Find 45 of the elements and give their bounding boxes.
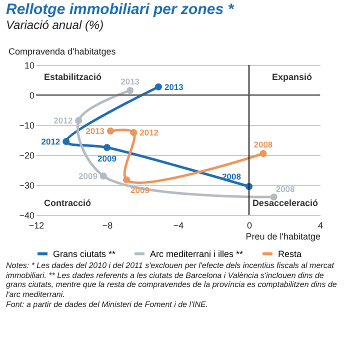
legend-label: Resta bbox=[278, 248, 302, 259]
point bbox=[122, 176, 130, 184]
annotation: 2012 bbox=[140, 128, 159, 138]
text: Font: a partir de dades del Ministeri de Foment i de l'INE. bbox=[6, 300, 210, 310]
legend-label: Grans ciutats ** bbox=[53, 248, 116, 259]
y-tick-label: −10 bbox=[19, 120, 34, 130]
y-tick-label: 0 bbox=[29, 90, 34, 100]
y-tick-label: 10 bbox=[24, 60, 34, 70]
point bbox=[130, 128, 138, 136]
annotation: 2012 bbox=[41, 136, 60, 146]
x-tick-label: 4 bbox=[318, 220, 324, 230]
annotation: 2012 bbox=[54, 116, 73, 126]
x-tick-label: 0 bbox=[246, 220, 252, 230]
annotation: Expansió bbox=[272, 72, 312, 82]
annotation: Contracció bbox=[44, 198, 92, 208]
legend-label: Arc mediterrani i illes ** bbox=[150, 248, 244, 259]
annotation: Estabilització bbox=[44, 72, 102, 82]
x-tick-label: −8 bbox=[102, 220, 113, 230]
x-tick-label: −12 bbox=[28, 220, 44, 230]
annotation: 2008 bbox=[254, 140, 273, 150]
y-tick-label: −40 bbox=[19, 210, 34, 220]
annotation: Desacceleració bbox=[252, 198, 318, 208]
annotation: 2013 bbox=[164, 82, 184, 92]
annotation: 2008 bbox=[276, 184, 296, 194]
text: Notes: * Les dades del 2010 i del 2011 s'exclouen per l'efecte dels incentius fiscals al mercat immobiliari. ** Les dades referents a les ciutats de Barcelona i València s'inclouen dins de grans ciutats, mentre que la resta de compravendes de la província es comptabilitzen dins de l'arc mediterrani. bbox=[6, 261, 338, 300]
x-tick-label: −4 bbox=[173, 220, 184, 230]
point bbox=[260, 150, 267, 158]
y-tick-label: −30 bbox=[19, 180, 34, 190]
annotation: 2013 bbox=[120, 76, 140, 86]
chart-title: Rellotge immobiliari per zones * bbox=[6, 1, 235, 18]
point bbox=[126, 86, 134, 94]
chart-subtitle: Variació anual (%) bbox=[6, 18, 104, 32]
annotation: 2009 bbox=[130, 184, 150, 195]
y-tick-label: −20 bbox=[19, 150, 34, 160]
point bbox=[100, 172, 107, 180]
point bbox=[75, 116, 82, 124]
annotation: 2013 bbox=[86, 126, 105, 136]
point bbox=[103, 144, 111, 152]
point bbox=[62, 138, 70, 146]
point bbox=[154, 83, 162, 90]
x-axis-title: Preu de l'habitatge bbox=[246, 232, 320, 242]
y-axis-title: Compravenda d'habitatges bbox=[8, 46, 116, 56]
point bbox=[107, 127, 114, 135]
annotation: 2009 bbox=[98, 154, 117, 164]
annotation: 2009 bbox=[78, 171, 98, 181]
